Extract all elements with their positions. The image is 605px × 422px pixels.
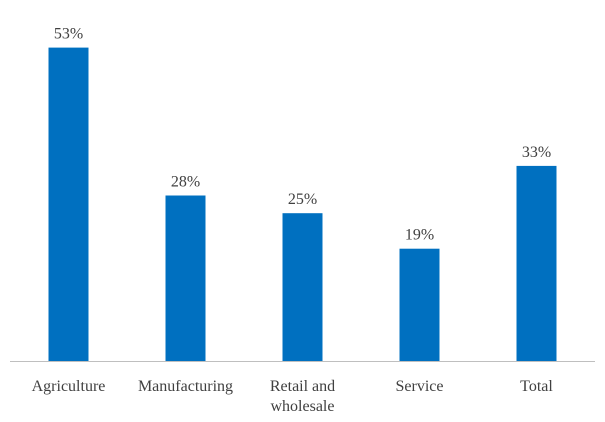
data-label: 53% bbox=[54, 26, 83, 43]
category-label-line: wholesale bbox=[271, 398, 335, 415]
data-label: 25% bbox=[288, 191, 317, 208]
category-labels-group: Agriculture Manufacturing Retail and wholes… bbox=[32, 378, 554, 415]
category-label-line: Total bbox=[520, 378, 553, 395]
bar bbox=[516, 165, 557, 361]
bar bbox=[399, 248, 440, 361]
bar bbox=[282, 213, 323, 361]
bar bbox=[48, 47, 89, 361]
bars-group bbox=[48, 47, 557, 361]
data-labels-group: 53% 28% 25% 19% 33% bbox=[54, 26, 551, 244]
category-label-line: Manufacturing bbox=[138, 378, 233, 395]
category-label: Manufacturing bbox=[138, 378, 233, 395]
bar bbox=[165, 195, 206, 361]
data-label: 28% bbox=[171, 174, 200, 191]
category-label: Agriculture bbox=[32, 378, 106, 395]
category-label-line: Agriculture bbox=[32, 378, 106, 395]
category-label-line: Retail and bbox=[270, 378, 335, 395]
data-label: 19% bbox=[405, 227, 434, 244]
category-label: Retail and wholesale bbox=[270, 378, 335, 415]
data-label: 33% bbox=[522, 144, 551, 161]
category-label: Service bbox=[396, 378, 444, 395]
category-label: Total bbox=[520, 378, 553, 395]
category-label-line: Service bbox=[396, 378, 444, 395]
